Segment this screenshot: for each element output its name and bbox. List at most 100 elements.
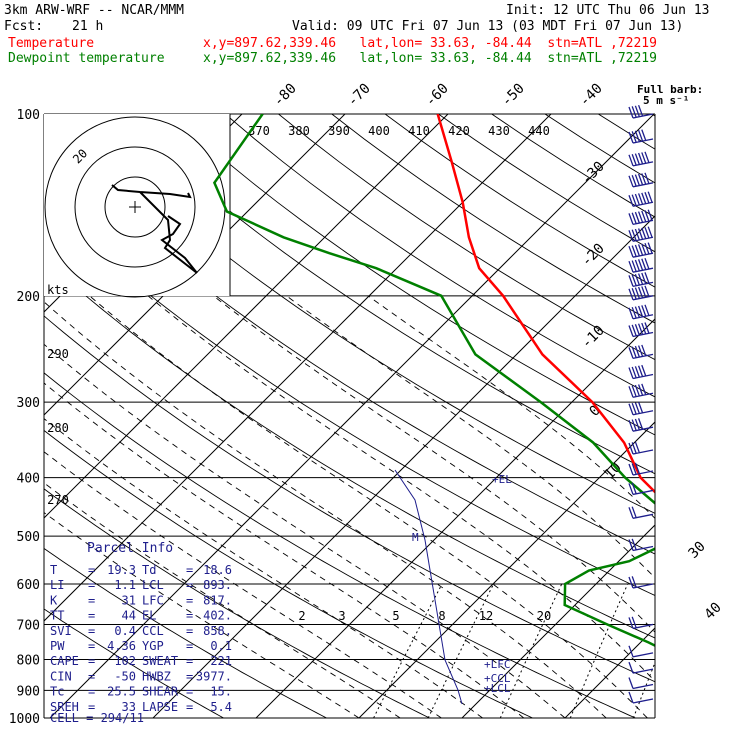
parcel-value: 3977. <box>196 669 232 683</box>
barb-flag <box>634 259 641 272</box>
wind-barb <box>628 661 654 674</box>
barb-flag <box>644 151 650 164</box>
mixing-ratio-label: 12 <box>479 609 493 623</box>
fcst-hours: 21 h <box>72 19 104 34</box>
dry-adiabat-line <box>44 547 327 718</box>
barb-flag <box>644 242 650 255</box>
barb-flag <box>628 442 634 455</box>
hodo-trace <box>111 184 198 274</box>
wind-barb <box>628 691 654 704</box>
parcel-key: PW <box>50 639 65 653</box>
parcel-key: T <box>50 563 57 577</box>
wind-barb <box>628 506 654 519</box>
barb-flag <box>634 105 641 118</box>
moist-adiabat-line <box>44 343 566 718</box>
barb-flag <box>628 154 634 167</box>
barb-flag <box>628 230 634 242</box>
barb-flag <box>634 418 641 431</box>
barb-flag <box>628 245 634 258</box>
barb-flag <box>631 402 637 415</box>
barb-shaft <box>632 652 654 658</box>
isotherm-label: -80 <box>271 81 300 110</box>
barb-flag <box>644 172 650 185</box>
barb-flag <box>647 226 653 238</box>
level-label: +LCL <box>484 682 511 695</box>
barb-flag <box>628 367 634 379</box>
dry-adiabat-label: 270 <box>47 493 69 507</box>
dry-adiabat-label: 290 <box>47 347 69 361</box>
parcel-key: HWBZ <box>142 669 171 683</box>
barb-flag <box>637 323 644 335</box>
barb-flag <box>641 210 647 223</box>
isotherm-line <box>668 114 740 718</box>
parcel-row: CAPE = 102 SWEAT = 221 <box>50 654 232 668</box>
parcel-eq: = <box>186 563 193 577</box>
mixing-ratio-line <box>569 583 629 718</box>
barb-flag <box>634 324 641 336</box>
parcel-value: 19.3 <box>107 563 136 577</box>
isotherm-line <box>44 114 552 622</box>
hodo-backdrop <box>44 114 230 296</box>
wind-barb <box>628 462 654 476</box>
barb-flag <box>628 288 634 301</box>
parcel-eq: = <box>186 593 193 607</box>
init-time: Init: 12 UTC Thu 06 Jun 13 <box>506 3 710 18</box>
barb-flag <box>641 272 647 285</box>
moist-adiabat-line <box>367 295 655 519</box>
parcel-key: Td <box>142 563 156 577</box>
barb-flag <box>641 152 647 164</box>
parcel-value: 5.4 <box>210 700 232 714</box>
parcel-eq: = <box>186 700 193 714</box>
barb-flag <box>634 306 641 318</box>
wind-barb <box>628 209 654 225</box>
parcel-row: Tc = 25.5 SHEAR = 15. <box>50 685 232 699</box>
barb-flag <box>644 192 650 204</box>
parcel-value: 33 <box>122 700 136 714</box>
barb-flag <box>637 345 644 357</box>
barb-flag <box>631 538 637 551</box>
isotherm-line <box>358 421 655 718</box>
hodo-ring <box>74 146 196 268</box>
barb-flag <box>647 209 653 221</box>
barb-flag <box>641 258 647 271</box>
wind-barb <box>628 172 654 188</box>
barb-flag <box>628 307 634 320</box>
isotherm-label: -50 <box>499 81 528 110</box>
wind-barb <box>628 482 654 496</box>
parcel-eq: = <box>186 609 193 623</box>
parcel-value: -50 <box>114 669 136 683</box>
parcel-key: SHEAR <box>142 685 179 699</box>
barb-flag <box>644 272 650 284</box>
dry-adiabat-line <box>44 372 636 718</box>
barb-flag <box>634 462 641 475</box>
dry-adiabat-line <box>278 114 655 361</box>
parcel-eq: = <box>186 578 193 592</box>
parcel-eq: = <box>186 639 193 653</box>
dry-adiabat-line <box>44 488 430 718</box>
isotherm-label: -60 <box>423 81 452 110</box>
moist-adiabat-line <box>286 295 655 579</box>
parcel-key: TT <box>50 609 64 623</box>
parcel-eq: = <box>88 700 95 714</box>
parcel-key: CCL <box>142 624 164 638</box>
isotherm-label: -30 <box>579 159 608 188</box>
barb-flag <box>644 322 650 334</box>
pressure-label: 500 <box>17 530 40 545</box>
parcel-key: LCL <box>142 578 164 592</box>
parcel-key: EL <box>142 609 156 623</box>
parcel-row: LI = 1.1 LCL = 893. <box>50 578 232 592</box>
parcel-key: CIN <box>50 669 72 683</box>
wind-barb <box>628 677 654 690</box>
isotherm-line <box>461 524 655 718</box>
parcel-value: 102 <box>114 654 136 668</box>
barb-flag <box>644 304 650 317</box>
pressure-label: 1000 <box>9 712 40 727</box>
wind-barb <box>628 576 654 589</box>
barb-flag <box>631 229 637 241</box>
dry-adiabat-line <box>118 114 655 475</box>
barb-flag <box>628 645 634 658</box>
level-label: +CCL <box>484 672 511 685</box>
parcel-eq: = <box>88 593 95 607</box>
dry-adiabat-line <box>598 114 655 150</box>
parcel-row: T = 19.3 Td = 18.6 <box>50 563 232 577</box>
